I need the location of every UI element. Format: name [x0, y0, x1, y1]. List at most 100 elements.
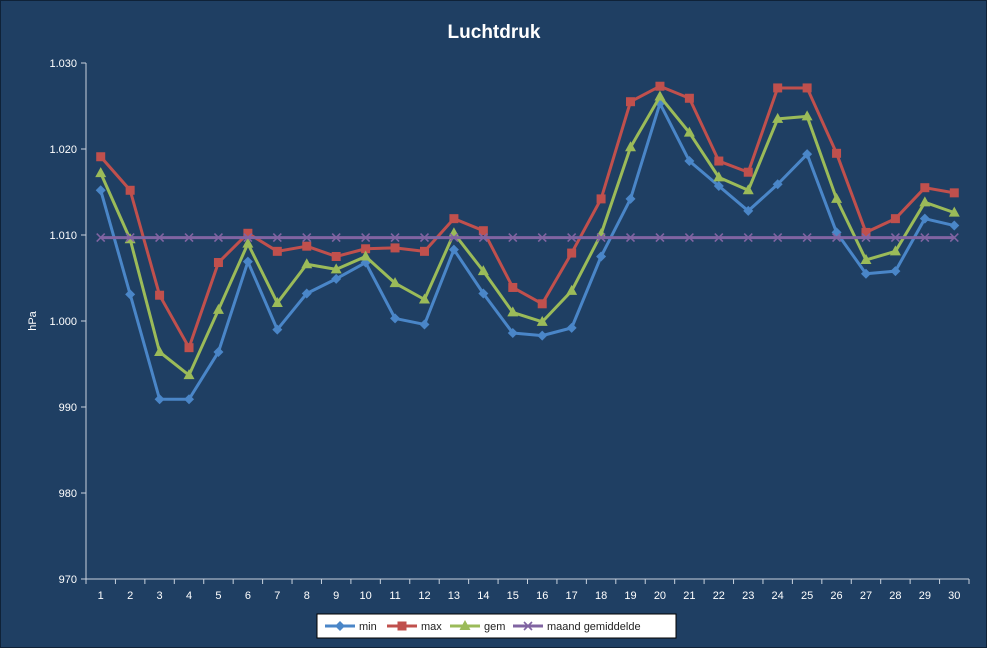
data-point-min — [213, 346, 224, 357]
data-point-maand-gemiddelde — [508, 233, 518, 243]
data-point-maand-gemiddelde — [302, 233, 312, 243]
x-tick-label: 14 — [477, 590, 489, 602]
data-point-gem — [683, 126, 695, 137]
x-tick-label: 22 — [713, 590, 725, 602]
data-point-maand-gemiddelde — [743, 233, 753, 243]
data-point-gem — [889, 245, 901, 256]
data-point-maand-gemiddelde — [243, 233, 253, 243]
data-point-min — [507, 328, 518, 339]
data-point-gem — [919, 196, 931, 207]
data-point-gem — [448, 227, 460, 238]
data-point-maand-gemiddelde — [773, 233, 783, 243]
data-point-maand-gemiddelde — [96, 233, 106, 243]
y-tick-label: 970 — [59, 574, 77, 586]
x-tick-label: 6 — [245, 590, 251, 602]
y-tick-label: 1.000 — [49, 316, 77, 328]
data-point-maand-gemiddelde — [331, 233, 341, 243]
x-tick-label: 27 — [860, 590, 872, 602]
data-point-min — [890, 266, 901, 277]
data-point-gem — [536, 315, 548, 326]
data-point-min — [419, 319, 430, 330]
data-point-maand-gemiddelde — [655, 233, 665, 243]
data-point-min — [919, 213, 930, 224]
data-point-gem — [330, 263, 342, 274]
data-point-min — [802, 149, 813, 160]
data-point-min — [684, 156, 695, 167]
data-point-gem — [948, 206, 960, 217]
data-point-min — [331, 273, 342, 284]
data-point-max — [890, 214, 900, 224]
data-point-min — [390, 313, 401, 324]
legend: min max gem maand gemiddelde — [316, 613, 677, 639]
x-tick-label: 28 — [889, 590, 901, 602]
data-point-max — [508, 282, 518, 292]
data-point-gem — [801, 110, 813, 121]
x-tick-label: 10 — [359, 590, 371, 602]
x-tick-label: 12 — [418, 590, 430, 602]
data-point-maand-gemiddelde — [125, 233, 135, 243]
data-point-min — [154, 394, 165, 405]
data-point-max — [832, 148, 842, 158]
data-point-gem — [713, 171, 725, 182]
data-point-gem — [507, 306, 519, 317]
data-point-gem — [271, 296, 283, 307]
data-point-max — [331, 252, 341, 261]
data-point-min — [125, 289, 136, 300]
data-point-min — [860, 268, 871, 279]
data-point-gem — [566, 284, 578, 295]
data-point-min — [743, 205, 754, 216]
data-point-min — [566, 322, 577, 333]
data-point-max — [743, 167, 753, 177]
y-tick-label: 990 — [59, 402, 77, 414]
x-tick-label: 8 — [304, 590, 310, 602]
legend-label-max: max — [421, 621, 442, 633]
data-point-maand-gemiddelde — [861, 233, 871, 243]
x-tick-label: 17 — [566, 590, 578, 602]
data-point-maand-gemiddelde — [684, 233, 694, 243]
data-point-maand-gemiddelde — [714, 233, 724, 243]
x-tick-label: 25 — [801, 590, 813, 602]
x-tick-label: 2 — [127, 590, 133, 602]
y-tick-label: 1.010 — [49, 230, 77, 242]
y-tick-label: 1.030 — [49, 58, 77, 70]
legend-marker-max — [397, 621, 407, 631]
data-point-gem — [772, 112, 784, 123]
data-point-min — [448, 244, 459, 255]
data-point-max — [567, 248, 577, 258]
data-point-max — [949, 188, 959, 198]
data-point-max — [96, 152, 106, 162]
data-point-max — [213, 258, 223, 268]
data-point-maand-gemiddelde — [361, 233, 371, 243]
legend-marker-gem — [459, 620, 471, 630]
data-point-max — [655, 81, 665, 91]
data-point-min — [242, 256, 253, 267]
y-tick-label: 980 — [59, 488, 77, 500]
x-tick-label: 24 — [772, 590, 784, 602]
data-point-maand-gemiddelde — [625, 233, 636, 243]
data-point-gem — [360, 250, 372, 261]
x-tick-label: 4 — [186, 590, 192, 602]
data-point-maand-gemiddelde — [537, 233, 547, 243]
data-point-max — [184, 343, 194, 353]
x-tick-label: 7 — [274, 590, 280, 602]
data-point-gem — [242, 237, 254, 248]
x-tick-label: 20 — [654, 590, 666, 602]
legend-label-maand-gemiddelde: maand gemiddelde — [547, 621, 641, 633]
legend-box — [316, 613, 677, 639]
data-point-gem — [95, 167, 107, 178]
y-tick-label: 1.020 — [49, 144, 77, 156]
data-point-max — [861, 227, 871, 237]
data-point-max — [773, 83, 783, 93]
data-point-maand-gemiddelde — [567, 233, 577, 243]
data-point-min — [596, 251, 607, 262]
x-tick-label: 13 — [448, 590, 460, 602]
data-point-maand-gemiddelde — [155, 233, 165, 243]
data-point-gem — [477, 265, 489, 276]
legend-marker-min — [335, 621, 345, 631]
data-point-max — [714, 156, 724, 166]
data-point-maand-gemiddelde — [272, 233, 282, 243]
data-point-max — [419, 246, 429, 256]
x-tick-label: 18 — [595, 590, 607, 602]
